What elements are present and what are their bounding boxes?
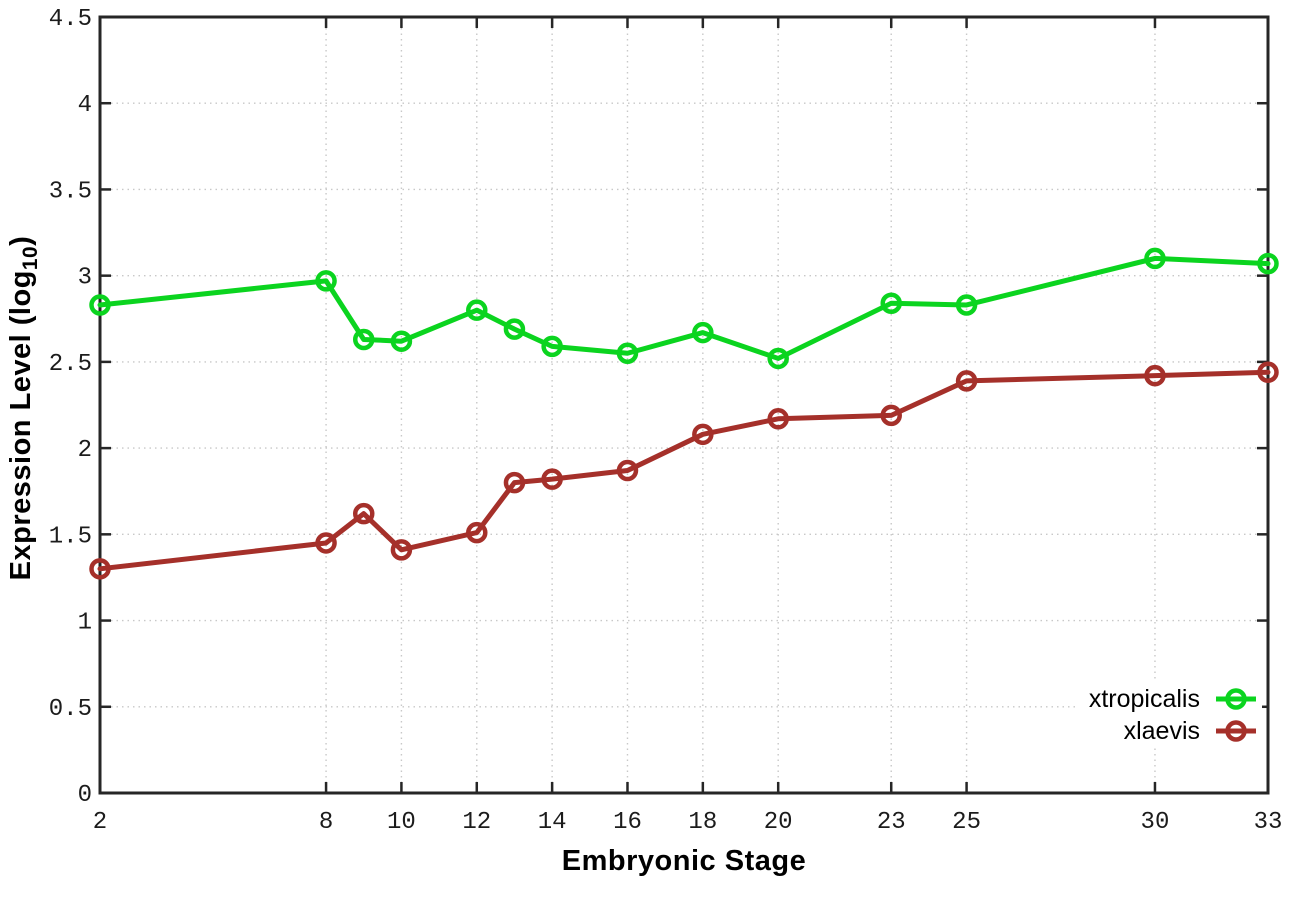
plot-border (98, 15, 1270, 795)
series-line-xlaevis (97, 369, 1271, 572)
legend-item-xtropicalis: xtropicalis (1089, 683, 1258, 715)
data-point-xtropicalis (692, 321, 714, 344)
data-point-xlaevis (1144, 364, 1166, 387)
data-point-xtropicalis (352, 328, 375, 351)
x-tick-label: 30 (1141, 809, 1170, 836)
line-circle-marker-icon (1214, 686, 1258, 712)
y-axis-title-close: ) (5, 235, 38, 246)
data-point-xlaevis (89, 558, 111, 580)
data-point-xlaevis (880, 404, 902, 427)
x-tick-label: 8 (319, 809, 333, 836)
data-point-xtropicalis (1257, 252, 1279, 275)
data-point-xtropicalis (541, 335, 563, 358)
x-tick-label: 2 (93, 809, 107, 836)
data-point-xlaevis (1257, 361, 1279, 383)
data-point-xtropicalis (616, 342, 639, 365)
y-tick-label: 0 (78, 782, 92, 809)
data-point-xtropicalis (315, 270, 337, 292)
data-point-xlaevis (503, 471, 526, 494)
data-point-xlaevis (767, 408, 789, 430)
legend: xtropicalis xlaevis (1078, 682, 1262, 748)
y-tick-label: 1 (78, 610, 92, 637)
data-point-xtropicalis (955, 294, 978, 316)
x-tick-label: 16 (613, 809, 642, 836)
y-axis-title: Expression Level (log10) (5, 236, 43, 581)
data-point-xlaevis (692, 423, 714, 446)
data-point-xlaevis (955, 370, 978, 392)
data-point-xtropicalis (466, 299, 488, 321)
data-point-xtropicalis (89, 294, 111, 316)
x-axis-title: Embryonic Stage (561, 845, 807, 877)
y-tick-label: 2.5 (49, 351, 92, 378)
data-point-xlaevis (541, 468, 563, 490)
y-tick-label: 4 (78, 92, 92, 119)
y-tick-label: 0.5 (49, 696, 92, 723)
line-circle-marker-icon (1214, 718, 1258, 744)
data-point-xtropicalis (390, 330, 413, 352)
legend-label-xlaevis: xlaevis (1123, 717, 1200, 745)
x-tick-label: 33 (1254, 809, 1283, 836)
y-tick-label: 3.5 (49, 178, 92, 205)
x-tick-label: 23 (877, 809, 906, 836)
x-tick-label: 20 (764, 809, 793, 836)
y-axis-title-subscript: 10 (18, 245, 42, 271)
x-tick-label: 10 (387, 809, 416, 836)
y-tick-label: 2 (78, 437, 92, 464)
data-point-xlaevis (390, 539, 413, 561)
data-point-xlaevis (315, 532, 337, 554)
data-point-xtropicalis (880, 292, 902, 315)
data-point-xtropicalis (503, 318, 526, 340)
y-tick-label: 3 (78, 265, 92, 292)
legend-label-xtropicalis: xtropicalis (1088, 685, 1200, 713)
y-tick-label: 1.5 (49, 523, 92, 550)
x-tick-label: 12 (462, 809, 491, 836)
legend-item-xlaevis: xlaevis (1089, 715, 1258, 747)
data-point-xlaevis (352, 502, 375, 525)
series-line-xtropicalis (97, 255, 1271, 361)
y-axis-title-text: Expression Level (log (5, 270, 38, 581)
data-point-xlaevis (466, 521, 488, 544)
data-point-xtropicalis (767, 347, 789, 370)
data-point-xtropicalis (1144, 247, 1166, 270)
y-tick-label: 4.5 (49, 6, 92, 33)
x-tick-label: 18 (688, 809, 717, 836)
data-point-xlaevis (616, 459, 639, 482)
x-tick-label: 14 (538, 809, 567, 836)
x-tick-label: 25 (952, 809, 981, 836)
